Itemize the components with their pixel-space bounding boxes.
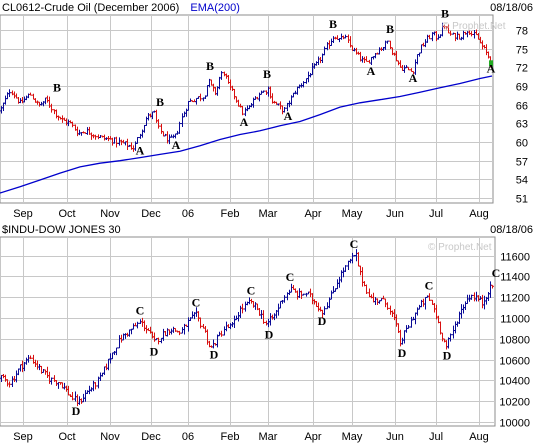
pattern-label: C: [136, 303, 145, 317]
y-tick-label: 75: [516, 45, 528, 57]
y-tick-label: 11400: [500, 272, 530, 284]
y-tick-label: 60: [516, 138, 528, 150]
dow-jones-date: 08/18/06: [490, 224, 533, 236]
y-tick-label: 11000: [500, 314, 530, 326]
y-tick-label: 10000: [499, 418, 530, 430]
x-tick-label: Nov: [100, 431, 120, 443]
crude-oil-title: CL0612-Crude Oil (December 2006): [2, 2, 179, 14]
x-tick-label: 06: [182, 431, 194, 443]
crude-oil-plot-area: [0, 14, 494, 204]
pattern-label: A: [487, 61, 496, 75]
y-tick-label: 11200: [500, 293, 530, 305]
x-tick-label: Oct: [58, 208, 75, 220]
last-price-marker: [489, 60, 493, 67]
pattern-label: C: [192, 296, 201, 310]
pattern-label: C: [350, 237, 359, 251]
pattern-label: C: [425, 278, 434, 292]
x-tick-label: Jul: [429, 208, 443, 220]
x-tick-label: Nov: [100, 208, 120, 220]
pattern-label: C: [286, 270, 295, 284]
x-tick-label: Apr: [304, 431, 321, 443]
y-tick-label: 10600: [499, 356, 530, 368]
pattern-label: D: [443, 349, 452, 363]
pattern-label: B: [263, 67, 271, 81]
svg-text:CL0612-Crude Oil (December 200: CL0612-Crude Oil (December 2006) EMA(200…: [2, 2, 240, 14]
pattern-label: C: [247, 284, 256, 298]
dow-jones-plot-area: [0, 236, 496, 427]
ema-legend: EMA(200): [190, 2, 240, 14]
x-tick-label: Mar: [259, 208, 278, 220]
x-tick-label: Jun: [386, 431, 404, 443]
x-tick-label: Aug: [469, 431, 489, 443]
watermark-bottom: © Prophet.Net: [428, 242, 492, 253]
x-tick-label: Jul: [429, 431, 443, 443]
y-tick-label: 69: [516, 82, 528, 94]
y-tick-label: 54: [516, 175, 528, 187]
pattern-label: B: [156, 95, 164, 109]
dow-jones-panel: D C D C D C D C D C D C D C 10000 10200 10400 10600 10800…: [0, 224, 533, 443]
y-tick-label: 57: [516, 157, 528, 169]
pattern-label: A: [240, 115, 249, 129]
pattern-label: C: [492, 266, 501, 280]
pattern-label: D: [265, 327, 274, 341]
y-tick-label: 10800: [499, 335, 530, 347]
x-tick-label: Sep: [13, 431, 33, 443]
x-tick-label: Aug: [469, 208, 489, 220]
y-tick-label: 51: [516, 194, 528, 206]
x-tick-label: Oct: [58, 431, 75, 443]
y-tick-label: 63: [516, 119, 528, 131]
crude-oil-panel: B A B A B A B A B A B A B A 51 54 57 60 63 66 69 72 75 78 Sep O…: [0, 2, 533, 220]
y-tick-label: 78: [516, 26, 528, 38]
y-tick-label: 72: [516, 63, 528, 75]
x-tick-label: Sep: [13, 208, 33, 220]
y-tick-label: 10400: [499, 376, 530, 388]
x-tick-label: Mar: [259, 431, 278, 443]
pattern-label: D: [72, 404, 81, 418]
pattern-label: B: [329, 17, 337, 31]
pattern-label: A: [367, 64, 376, 78]
pattern-label: A: [172, 138, 181, 152]
pattern-label: A: [284, 109, 293, 123]
ema-200-line: [0, 75, 493, 194]
x-tick-label: Dec: [141, 431, 161, 443]
x-tick-label: May: [342, 431, 363, 443]
crude-oil-date: 08/18/06: [490, 2, 533, 14]
y-tick-label: 11600: [500, 252, 530, 264]
watermark-top: © Prophet.Net: [442, 21, 506, 32]
pattern-label: B: [386, 22, 394, 36]
x-tick-label: Apr: [304, 208, 321, 220]
x-tick-label: 06: [182, 208, 194, 220]
y-tick-label: 10200: [499, 397, 530, 409]
y-tick-label: 66: [516, 101, 528, 113]
x-tick-label: Jun: [386, 208, 404, 220]
x-tick-label: Feb: [221, 208, 240, 220]
pattern-label: B: [206, 59, 214, 73]
pattern-label: A: [136, 143, 145, 157]
pattern-label: D: [318, 314, 327, 328]
dow-jones-title: $INDU-DOW JONES 30: [2, 224, 121, 236]
x-tick-label: May: [342, 208, 363, 220]
x-tick-label: Feb: [221, 431, 240, 443]
pattern-label: B: [441, 6, 449, 20]
x-tick-label: Dec: [141, 208, 161, 220]
pattern-label: D: [210, 348, 219, 362]
pattern-label: A: [409, 71, 418, 85]
pattern-label: D: [150, 344, 159, 358]
pattern-label: B: [53, 81, 61, 95]
pattern-label: D: [398, 346, 407, 360]
